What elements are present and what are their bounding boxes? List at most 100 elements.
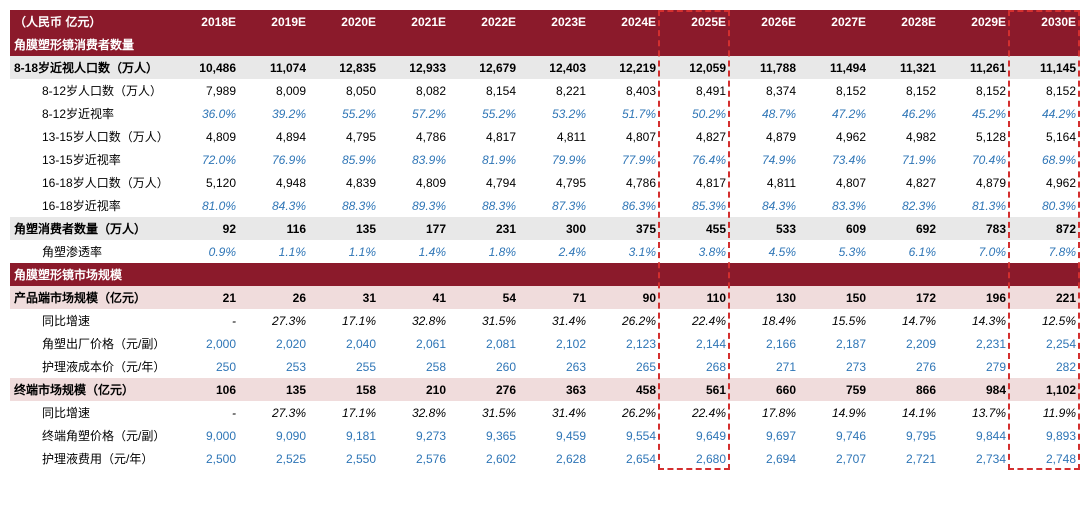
table-row: 角膜塑形镜市场规模 bbox=[10, 263, 1080, 286]
data-cell: 4,807 bbox=[800, 171, 870, 194]
data-cell: 68.9% bbox=[1010, 148, 1080, 171]
data-cell: 8,221 bbox=[520, 79, 590, 102]
data-cell: 44.2% bbox=[1010, 102, 1080, 125]
data-cell: 7,989 bbox=[170, 79, 240, 102]
row-label: 13-15岁近视率 bbox=[10, 148, 170, 171]
data-cell: 276 bbox=[450, 378, 520, 401]
data-cell: 253 bbox=[240, 355, 310, 378]
row-label: 同比增速 bbox=[10, 309, 170, 332]
data-cell: 1.1% bbox=[240, 240, 310, 263]
data-cell: 609 bbox=[800, 217, 870, 240]
table-row: 8-12岁近视率36.0%39.2%55.2%57.2%55.2%53.2%51… bbox=[10, 102, 1080, 125]
data-cell: 561 bbox=[660, 378, 730, 401]
data-cell: 282 bbox=[1010, 355, 1080, 378]
data-cell: 660 bbox=[730, 378, 800, 401]
data-cell: 458 bbox=[590, 378, 660, 401]
data-cell: 4,809 bbox=[380, 171, 450, 194]
data-cell: 74.9% bbox=[730, 148, 800, 171]
data-cell: 11,261 bbox=[940, 56, 1010, 79]
data-cell: 11,145 bbox=[1010, 56, 1080, 79]
data-cell: 7.0% bbox=[940, 240, 1010, 263]
data-cell: 8,152 bbox=[940, 79, 1010, 102]
data-cell: 8,082 bbox=[380, 79, 450, 102]
data-cell: 273 bbox=[800, 355, 870, 378]
data-cell: 110 bbox=[660, 286, 730, 309]
data-cell: 2,040 bbox=[310, 332, 380, 355]
data-cell: 26.2% bbox=[590, 401, 660, 424]
data-cell: 2,187 bbox=[800, 332, 870, 355]
data-cell: 11,321 bbox=[870, 56, 940, 79]
row-label: 产品端市场规模（亿元） bbox=[10, 286, 170, 309]
table-row: 护理液费用（元/年）2,5002,5252,5502,5762,6022,628… bbox=[10, 447, 1080, 470]
data-cell: 135 bbox=[310, 217, 380, 240]
data-cell: 31.4% bbox=[520, 309, 590, 332]
data-cell: 158 bbox=[310, 378, 380, 401]
data-cell: 276 bbox=[870, 355, 940, 378]
data-cell: 5,164 bbox=[1010, 125, 1080, 148]
data-cell: 85.9% bbox=[310, 148, 380, 171]
col-header: 2030E bbox=[1010, 10, 1080, 33]
data-cell: 81.0% bbox=[170, 194, 240, 217]
data-cell: 87.3% bbox=[520, 194, 590, 217]
data-cell: 22.4% bbox=[660, 401, 730, 424]
table-row: 13-15岁人口数（万人）4,8094,8944,7954,7864,8174,… bbox=[10, 125, 1080, 148]
data-cell: 12,059 bbox=[660, 56, 730, 79]
data-cell: 455 bbox=[660, 217, 730, 240]
data-cell: 5,128 bbox=[940, 125, 1010, 148]
data-cell: 8,152 bbox=[870, 79, 940, 102]
row-label: 16-18岁人口数（万人） bbox=[10, 171, 170, 194]
table-row: 13-15岁近视率72.0%76.9%85.9%83.9%81.9%79.9%7… bbox=[10, 148, 1080, 171]
col-header: 2029E bbox=[940, 10, 1010, 33]
data-cell: 88.3% bbox=[450, 194, 520, 217]
data-cell: 45.2% bbox=[940, 102, 1010, 125]
data-cell: 14.1% bbox=[870, 401, 940, 424]
data-cell: 4,817 bbox=[450, 125, 520, 148]
data-cell: 9,554 bbox=[590, 424, 660, 447]
data-cell: 2,525 bbox=[240, 447, 310, 470]
data-cell: 4,948 bbox=[240, 171, 310, 194]
data-cell: 9,844 bbox=[940, 424, 1010, 447]
col-header: 2019E bbox=[240, 10, 310, 33]
data-cell: 172 bbox=[870, 286, 940, 309]
data-cell: 9,893 bbox=[1010, 424, 1080, 447]
data-cell: 17.1% bbox=[310, 401, 380, 424]
data-cell: 12,679 bbox=[450, 56, 520, 79]
data-cell: 7.8% bbox=[1010, 240, 1080, 263]
data-cell: 10,486 bbox=[170, 56, 240, 79]
data-cell: 8,152 bbox=[800, 79, 870, 102]
table-row: 16-18岁人口数（万人）5,1204,9484,8394,8094,7944,… bbox=[10, 171, 1080, 194]
data-cell: 17.8% bbox=[730, 401, 800, 424]
data-cell: 18.4% bbox=[730, 309, 800, 332]
data-cell: 4,827 bbox=[870, 171, 940, 194]
data-cell: 150 bbox=[800, 286, 870, 309]
data-cell: 88.3% bbox=[310, 194, 380, 217]
data-cell: 55.2% bbox=[310, 102, 380, 125]
table-row: 8-18岁近视人口数（万人）10,48611,07412,83512,93312… bbox=[10, 56, 1080, 79]
data-cell: 83.9% bbox=[380, 148, 450, 171]
data-cell: 2,721 bbox=[870, 447, 940, 470]
table-row: 护理液成本价（元/年）25025325525826026326526827127… bbox=[10, 355, 1080, 378]
table-header-row: （人民币 亿元）2018E2019E2020E2021E2022E2023E20… bbox=[10, 10, 1080, 33]
col-header: 2021E bbox=[380, 10, 450, 33]
data-cell: 82.3% bbox=[870, 194, 940, 217]
data-cell: 89.3% bbox=[380, 194, 450, 217]
data-cell: 2,231 bbox=[940, 332, 1010, 355]
data-cell: 4,962 bbox=[800, 125, 870, 148]
data-cell: 26 bbox=[240, 286, 310, 309]
data-cell: 32.8% bbox=[380, 401, 450, 424]
data-cell: 375 bbox=[590, 217, 660, 240]
data-cell: 12,219 bbox=[590, 56, 660, 79]
col-header: 2025E bbox=[660, 10, 730, 33]
data-cell: 84.3% bbox=[730, 194, 800, 217]
data-cell: 3.1% bbox=[590, 240, 660, 263]
data-cell: - bbox=[170, 401, 240, 424]
data-cell: 90 bbox=[590, 286, 660, 309]
data-cell: 31 bbox=[310, 286, 380, 309]
data-cell: 8,050 bbox=[310, 79, 380, 102]
row-label: 8-18岁近视人口数（万人） bbox=[10, 56, 170, 79]
table-row: 产品端市场规模（亿元）21263141547190110130150172196… bbox=[10, 286, 1080, 309]
data-cell: 39.2% bbox=[240, 102, 310, 125]
data-cell: 36.0% bbox=[170, 102, 240, 125]
data-cell: 11,074 bbox=[240, 56, 310, 79]
data-cell: 32.8% bbox=[380, 309, 450, 332]
